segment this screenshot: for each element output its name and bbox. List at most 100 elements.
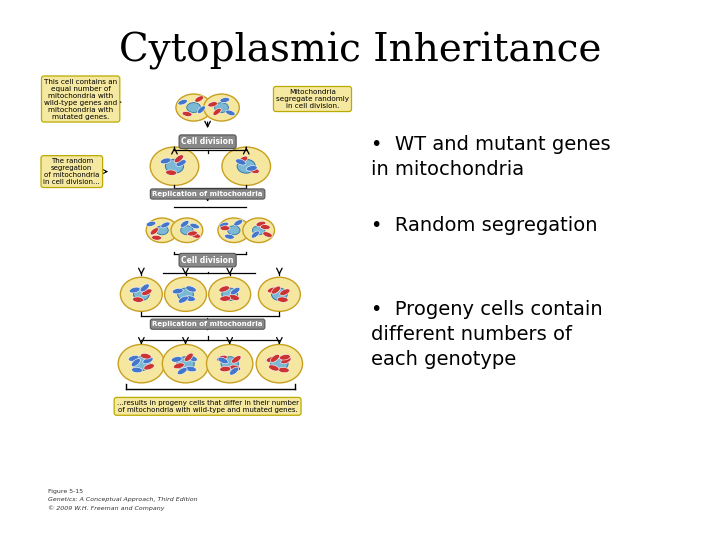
Ellipse shape bbox=[277, 297, 288, 302]
Text: Replication of mitochondria: Replication of mitochondria bbox=[153, 191, 263, 197]
Ellipse shape bbox=[281, 357, 291, 364]
Ellipse shape bbox=[219, 222, 229, 228]
Ellipse shape bbox=[171, 218, 203, 242]
Ellipse shape bbox=[187, 231, 197, 236]
Ellipse shape bbox=[213, 108, 221, 116]
Ellipse shape bbox=[142, 289, 152, 295]
Ellipse shape bbox=[217, 355, 228, 361]
Ellipse shape bbox=[146, 221, 156, 226]
Ellipse shape bbox=[174, 155, 184, 163]
Text: The random
segregation
of mitochondria
in cell division...: The random segregation of mitochondria i… bbox=[43, 158, 100, 185]
Ellipse shape bbox=[256, 345, 302, 383]
Ellipse shape bbox=[220, 366, 231, 372]
Ellipse shape bbox=[174, 363, 184, 369]
Ellipse shape bbox=[166, 159, 184, 173]
Ellipse shape bbox=[162, 345, 209, 383]
Ellipse shape bbox=[161, 158, 171, 164]
Ellipse shape bbox=[251, 231, 259, 238]
Ellipse shape bbox=[186, 103, 201, 112]
Ellipse shape bbox=[182, 111, 192, 117]
Ellipse shape bbox=[229, 295, 240, 300]
Ellipse shape bbox=[278, 367, 289, 373]
Ellipse shape bbox=[178, 288, 194, 300]
Ellipse shape bbox=[165, 277, 207, 312]
Ellipse shape bbox=[228, 226, 240, 235]
Ellipse shape bbox=[215, 103, 228, 112]
Ellipse shape bbox=[177, 357, 194, 370]
Ellipse shape bbox=[256, 221, 266, 226]
Ellipse shape bbox=[184, 296, 195, 301]
Ellipse shape bbox=[130, 287, 140, 293]
Ellipse shape bbox=[181, 220, 189, 227]
Ellipse shape bbox=[161, 222, 170, 228]
Ellipse shape bbox=[248, 167, 259, 173]
Ellipse shape bbox=[208, 102, 217, 107]
Ellipse shape bbox=[218, 218, 250, 242]
Ellipse shape bbox=[220, 98, 230, 103]
Ellipse shape bbox=[258, 277, 300, 312]
Ellipse shape bbox=[133, 288, 149, 300]
Text: Figure 5-15: Figure 5-15 bbox=[48, 489, 83, 494]
Ellipse shape bbox=[235, 159, 246, 165]
Ellipse shape bbox=[219, 286, 230, 292]
Ellipse shape bbox=[266, 356, 277, 362]
Ellipse shape bbox=[131, 359, 140, 367]
Ellipse shape bbox=[269, 365, 279, 371]
Ellipse shape bbox=[179, 296, 189, 303]
Ellipse shape bbox=[187, 355, 197, 361]
Ellipse shape bbox=[221, 357, 238, 370]
Text: •  Random segregation: • Random segregation bbox=[371, 216, 598, 235]
Ellipse shape bbox=[267, 287, 278, 293]
Ellipse shape bbox=[271, 357, 288, 370]
Ellipse shape bbox=[230, 367, 239, 375]
Text: Cell division: Cell division bbox=[181, 137, 234, 146]
Text: © 2009 W.H. Freeman and Company: © 2009 W.H. Freeman and Company bbox=[48, 505, 164, 511]
Ellipse shape bbox=[230, 365, 240, 371]
Text: This cell contains an
equal number of
mitochondria with
wild-type genes and
mito: This cell contains an equal number of mi… bbox=[44, 78, 117, 119]
Ellipse shape bbox=[128, 355, 139, 361]
Ellipse shape bbox=[140, 284, 149, 292]
Text: ...results in progeny cells that differ in their number
of mitochondria with wil: ...results in progeny cells that differ … bbox=[117, 400, 299, 413]
Ellipse shape bbox=[209, 277, 251, 312]
Ellipse shape bbox=[271, 286, 281, 294]
Ellipse shape bbox=[177, 368, 187, 375]
Ellipse shape bbox=[246, 166, 257, 171]
Ellipse shape bbox=[279, 354, 290, 360]
Ellipse shape bbox=[204, 94, 239, 121]
Ellipse shape bbox=[176, 94, 212, 121]
Text: Cytoplasmic Inheritance: Cytoplasmic Inheritance bbox=[119, 32, 601, 70]
Ellipse shape bbox=[166, 170, 176, 176]
Ellipse shape bbox=[143, 357, 153, 364]
Ellipse shape bbox=[184, 353, 193, 361]
Ellipse shape bbox=[181, 226, 193, 235]
Ellipse shape bbox=[132, 297, 143, 302]
Ellipse shape bbox=[132, 357, 150, 370]
Ellipse shape bbox=[191, 233, 201, 238]
Ellipse shape bbox=[263, 232, 272, 238]
Text: •  Progeny cells contain
different numbers of
each genotype: • Progeny cells contain different number… bbox=[371, 300, 603, 369]
Ellipse shape bbox=[243, 218, 274, 242]
Ellipse shape bbox=[186, 286, 197, 292]
Ellipse shape bbox=[140, 353, 151, 359]
Text: •  WT and mutant genes
in mitochondria: • WT and mutant genes in mitochondria bbox=[371, 135, 611, 179]
Ellipse shape bbox=[253, 226, 265, 235]
Ellipse shape bbox=[220, 226, 230, 231]
Ellipse shape bbox=[194, 96, 204, 102]
Ellipse shape bbox=[222, 147, 271, 185]
Ellipse shape bbox=[230, 287, 240, 295]
Ellipse shape bbox=[270, 354, 279, 362]
Ellipse shape bbox=[118, 345, 165, 383]
Ellipse shape bbox=[156, 226, 168, 235]
Ellipse shape bbox=[178, 99, 187, 105]
Ellipse shape bbox=[271, 288, 287, 300]
Ellipse shape bbox=[150, 228, 158, 235]
Ellipse shape bbox=[280, 289, 290, 295]
Ellipse shape bbox=[190, 223, 199, 229]
Ellipse shape bbox=[261, 225, 270, 230]
Ellipse shape bbox=[234, 220, 243, 226]
Ellipse shape bbox=[225, 234, 234, 239]
Ellipse shape bbox=[197, 106, 205, 113]
Ellipse shape bbox=[232, 356, 241, 363]
Ellipse shape bbox=[186, 366, 197, 372]
Ellipse shape bbox=[144, 364, 154, 370]
